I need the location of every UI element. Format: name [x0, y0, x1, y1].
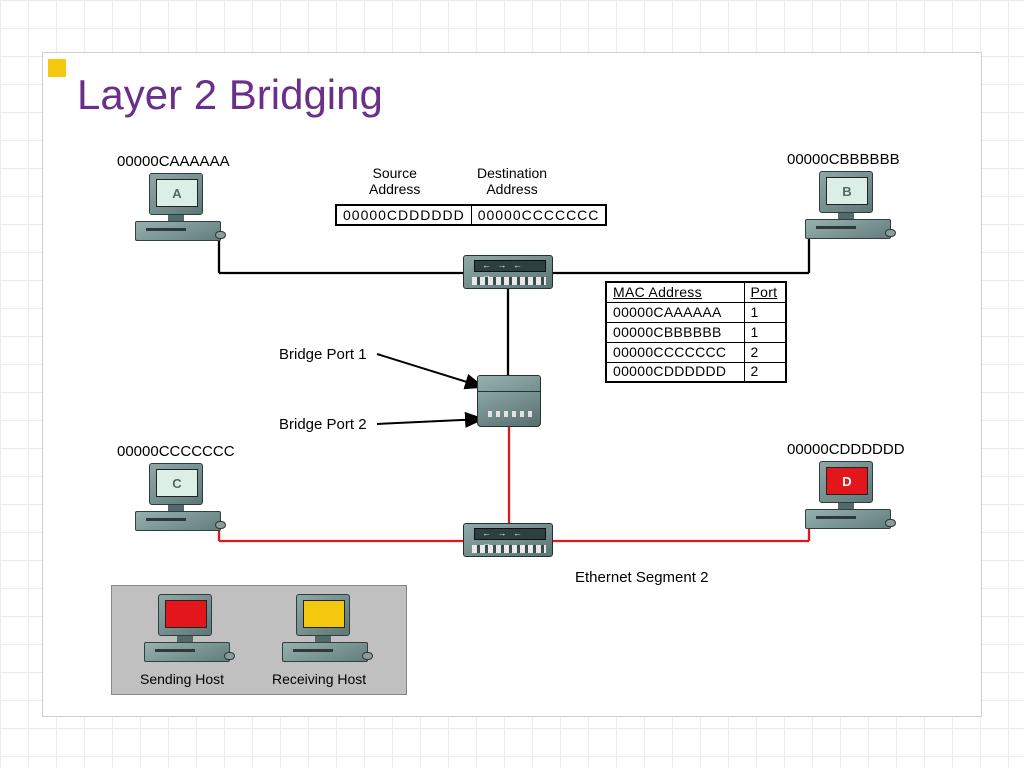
host-c: C [135, 463, 223, 533]
mac-address-table: MAC AddressPort00000CAAAAAA100000CBBBBBB… [605, 281, 787, 383]
host-b: B [805, 171, 893, 241]
bridge-port-2-label: Bridge Port 2 [279, 416, 367, 433]
mac-d: 00000CDDDDDD [787, 441, 905, 458]
frame-address-box: 00000CDDDDDD 00000CCCCCCC [335, 204, 607, 226]
mac-a: 00000CAAAAAA [117, 153, 230, 170]
slide-title: Layer 2 Bridging [77, 71, 383, 119]
hub-top: ← → ← → [463, 255, 553, 289]
mac-c: 00000CCCCCCC [117, 443, 235, 460]
destination-address-label: DestinationAddress [477, 165, 547, 197]
title-accent [48, 59, 66, 77]
source-address-value: 00000CDDDDDD [337, 206, 472, 224]
source-address-label: SourceAddress [369, 165, 420, 197]
bridge-port-1-label: Bridge Port 1 [279, 346, 367, 363]
legend-sending-label: Sending Host [140, 671, 224, 687]
legend-receiving-label: Receiving Host [272, 671, 366, 687]
slide-canvas: Layer 2 Bridging A B C D [42, 52, 982, 717]
destination-address-value: 00000CCCCCCC [472, 206, 606, 224]
host-d: D [805, 461, 893, 531]
ethernet-segment-2-label: Ethernet Segment 2 [575, 569, 708, 586]
legend-box: Sending Host Receiving Host [111, 585, 407, 695]
legend-sending-host [144, 594, 232, 664]
hub-bottom: ← → ← → [463, 523, 553, 557]
bridge-device [477, 375, 541, 427]
host-a: A [135, 173, 223, 243]
legend-receiving-host [282, 594, 370, 664]
mac-b: 00000CBBBBBB [787, 151, 900, 168]
